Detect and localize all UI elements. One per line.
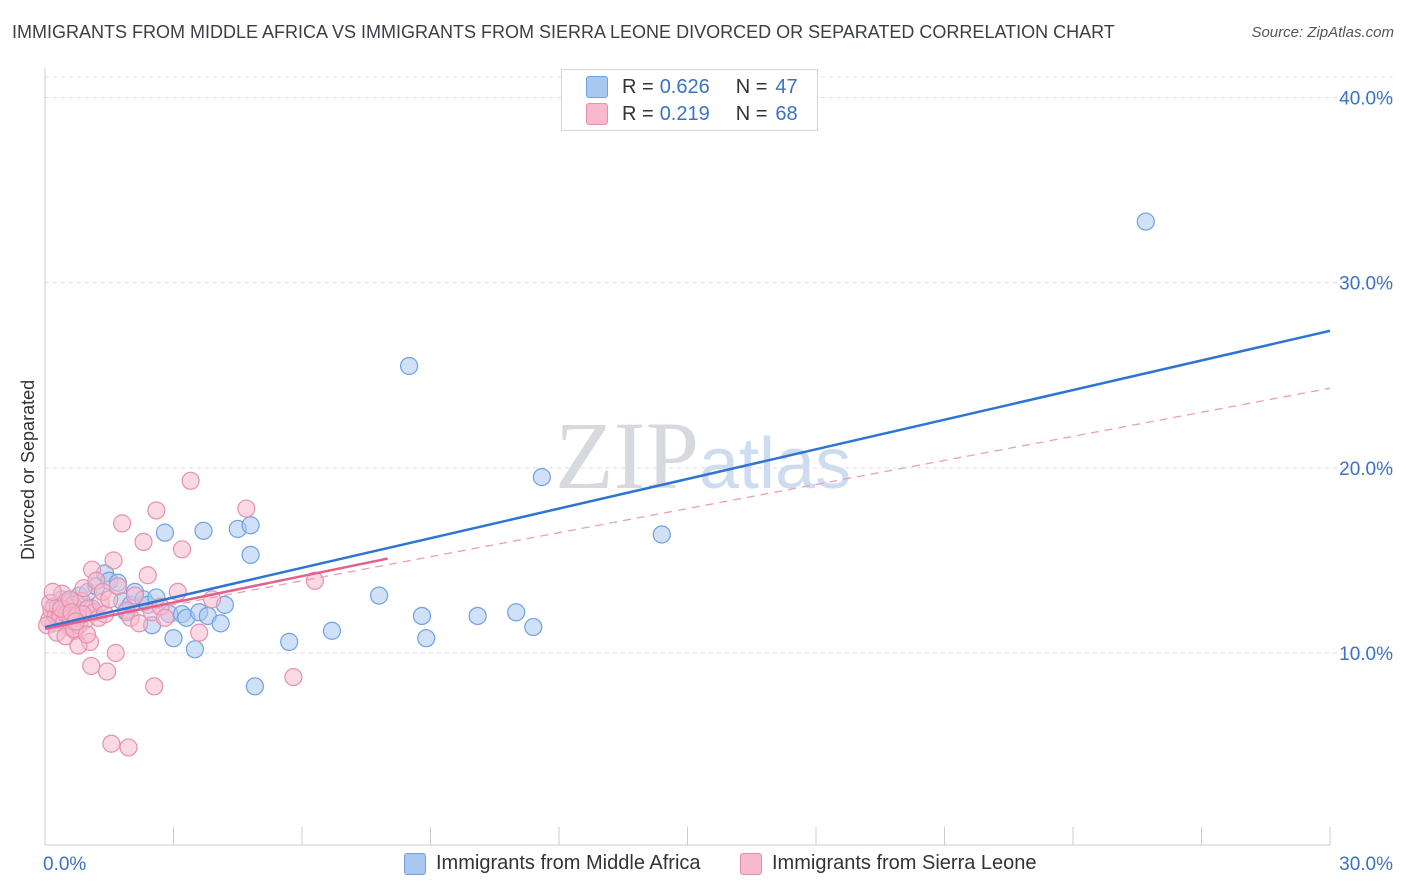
source-label: Source: ZipAtlas.com	[1251, 24, 1394, 41]
y-axis-label: Divorced or Separated	[18, 379, 38, 560]
data-point-sierra-leone	[104, 551, 123, 570]
watermark-atlas: atlas	[699, 424, 852, 504]
data-point-middle-africa	[241, 545, 260, 564]
series-legend: Immigrants from Middle Africa Immigrants…	[0, 852, 1406, 878]
data-point-middle-africa	[532, 467, 551, 487]
data-point-middle-africa	[652, 525, 671, 544]
data-point-sierra-leone	[82, 656, 101, 676]
data-point-sierra-leone	[108, 577, 127, 596]
trend-line-sierra-leone	[44, 557, 388, 631]
legend-n-value: 47	[775, 75, 798, 98]
x-tick-label: 30.0%	[1339, 854, 1393, 875]
series-legend-label: Immigrants from Sierra Leone	[772, 852, 1037, 874]
data-point-sierra-leone	[102, 734, 121, 753]
data-point-middle-africa	[322, 621, 342, 640]
x-tick-label: 0.0%	[43, 854, 86, 875]
data-point-sierra-leone	[147, 501, 166, 520]
data-point-sierra-leone	[100, 590, 119, 609]
data-point-middle-africa	[241, 516, 260, 535]
data-point-middle-africa	[507, 603, 526, 622]
data-point-sierra-leone	[237, 499, 256, 518]
watermark-zip: ZIP	[555, 402, 699, 509]
watermark: ZIPatlas	[555, 400, 851, 511]
data-point-middle-africa	[164, 629, 183, 648]
data-point-sierra-leone	[125, 586, 145, 605]
legend-n-label: N =	[735, 102, 768, 125]
series-legend-item-sierra-leone: Immigrants from Sierra Leone	[740, 852, 1037, 875]
data-point-sierra-leone	[172, 540, 192, 559]
trend-line-extended-sierra-leone	[44, 387, 1331, 630]
legend-r-label: R =	[622, 75, 654, 98]
data-point-sierra-leone	[43, 582, 62, 601]
data-point-sierra-leone	[98, 662, 117, 681]
data-point-sierra-leone	[284, 667, 303, 687]
data-point-middle-africa	[412, 606, 432, 626]
data-point-middle-africa	[370, 586, 389, 605]
data-point-sierra-leone	[112, 514, 132, 533]
legend-r-value: 0.626	[659, 75, 710, 98]
y-tick-label: 20.0%	[1339, 459, 1393, 480]
y-tick-label: 30.0%	[1339, 274, 1393, 295]
data-point-middle-africa	[245, 677, 264, 696]
legend-n-label: N =	[735, 75, 768, 98]
data-point-middle-africa	[155, 523, 175, 542]
legend-row-sierra-leone: R = 0.219 N = 68	[586, 102, 798, 126]
legend-r-label: R =	[622, 102, 654, 125]
data-point-middle-africa	[399, 356, 419, 376]
data-point-middle-africa	[280, 632, 299, 651]
data-point-sierra-leone	[138, 566, 157, 585]
data-point-middle-africa	[185, 640, 205, 659]
data-point-middle-africa	[211, 614, 230, 633]
data-point-middle-africa	[468, 606, 487, 626]
series-legend-label: Immigrants from Middle Africa	[436, 852, 701, 874]
legend-swatch-sierra-leone	[586, 103, 608, 125]
data-point-sierra-leone	[181, 471, 200, 490]
data-point-sierra-leone	[106, 643, 125, 663]
data-point-middle-africa	[194, 521, 213, 540]
y-tick-label: 40.0%	[1339, 89, 1393, 110]
data-point-middle-africa	[524, 617, 543, 637]
series-legend-swatch	[740, 852, 762, 875]
chart-title: IMMIGRANTS FROM MIDDLE AFRICA VS IMMIGRA…	[12, 22, 1115, 42]
y-tick-label: 10.0%	[1339, 644, 1393, 665]
data-point-sierra-leone	[119, 738, 138, 757]
data-point-sierra-leone	[134, 532, 153, 552]
legend-r-value: 0.219	[659, 102, 710, 125]
data-point-sierra-leone	[145, 677, 164, 696]
data-point-sierra-leone	[190, 623, 209, 642]
correlation-legend: R = 0.626 N = 47 R = 0.219 N = 68	[561, 69, 818, 131]
legend-swatch-middle-africa	[586, 76, 608, 98]
data-point-middle-africa	[417, 629, 436, 648]
data-point-sierra-leone	[155, 608, 175, 627]
legend-n-value: 68	[775, 102, 798, 125]
data-point-sierra-leone	[77, 625, 97, 644]
series-legend-item-middle-africa: Immigrants from Middle Africa	[404, 852, 701, 875]
series-legend-swatch	[404, 852, 426, 875]
trend-line-middle-africa	[44, 329, 1331, 629]
data-point-middle-africa	[1136, 212, 1155, 231]
data-point-sierra-leone	[130, 614, 149, 633]
legend-row-middle-africa: R = 0.626 N = 47	[586, 75, 798, 99]
